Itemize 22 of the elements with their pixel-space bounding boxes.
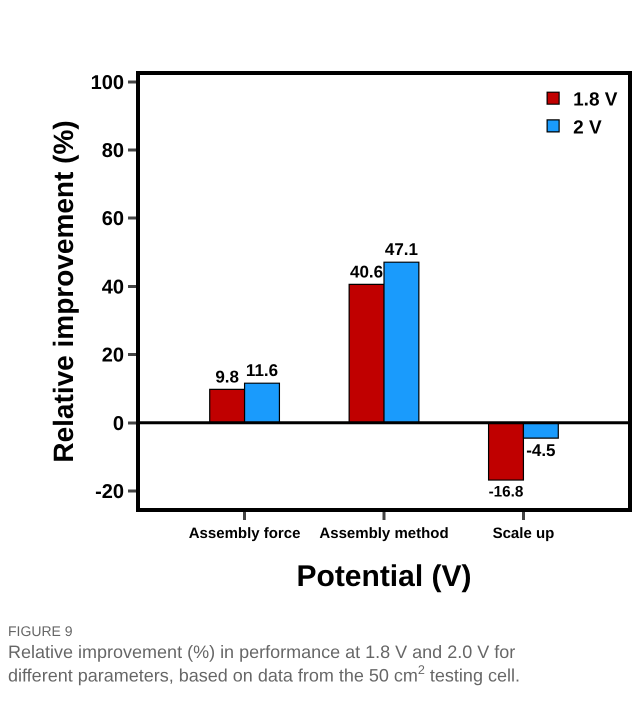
data-label: 11.6 <box>246 361 278 380</box>
y-tick-label: 100 <box>90 72 124 94</box>
x-tick-label: Assembly force <box>188 525 300 542</box>
y-axis-title: Relative improvement (%) <box>48 120 79 463</box>
x-tick-label: Scale up <box>492 525 554 542</box>
data-label: 40.6 <box>350 262 384 282</box>
data-label: 9.8 <box>215 367 239 386</box>
caption: FIGURE 9 <box>8 623 73 639</box>
legend-label: 1.8 V <box>573 90 618 111</box>
y-tick-label: -20 <box>95 480 124 503</box>
data-label: -16.8 <box>488 484 524 501</box>
y-tick-label: 0 <box>112 412 124 435</box>
legend-label: 2 V <box>573 117 602 138</box>
text: Relative improvement (%) in performance at 1.8 V and 2.0 V for different parameters, based on data from the 50 cm$^{2}$ testing cell. <box>8 642 520 686</box>
y-tick-label: 80 <box>102 140 124 162</box>
y-tick-label: 20 <box>102 344 124 367</box>
data-label: 47.1 <box>384 240 418 260</box>
x-axis-title: Potential (V) <box>296 560 472 593</box>
y-tick-label: 40 <box>102 276 124 298</box>
y-tick-label: 60 <box>102 208 124 230</box>
data-label: -4.5 <box>526 441 556 460</box>
x-tick-label: Assembly method <box>319 525 449 542</box>
